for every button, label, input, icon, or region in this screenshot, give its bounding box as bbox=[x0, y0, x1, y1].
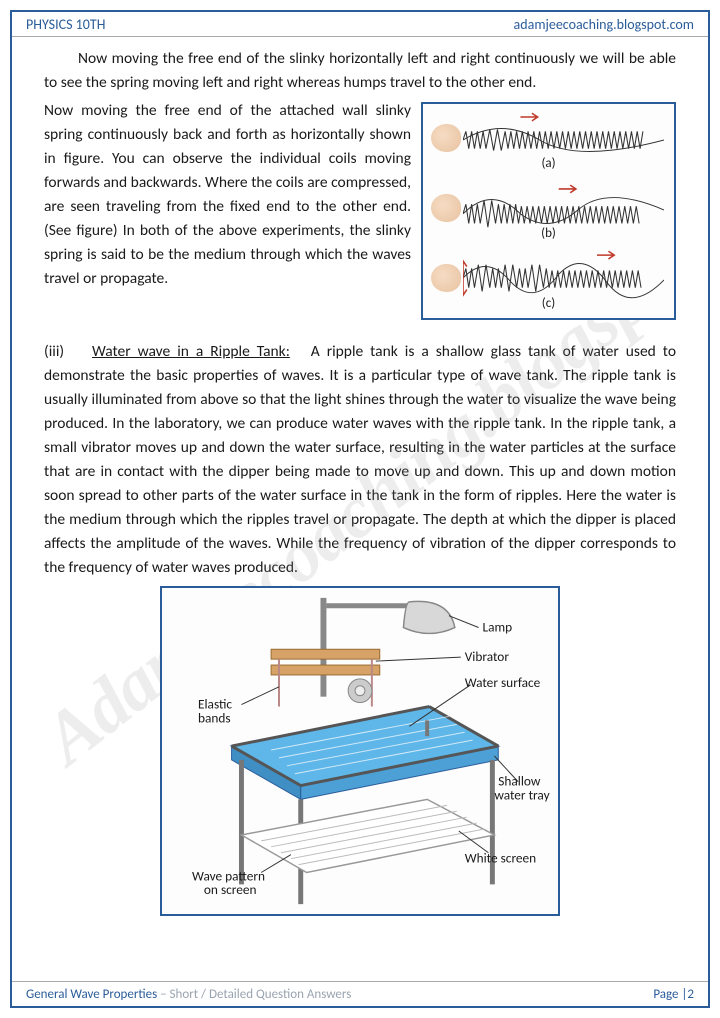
figure-slinky: (a) (b) bbox=[421, 102, 676, 320]
footer-title: General Wave Properties bbox=[26, 987, 157, 1002]
page-header: PHYSICS 10TH adamjeecoaching.blogspot.co… bbox=[12, 12, 708, 37]
page-content: Adamjeecoaching.blogspo Now moving the f… bbox=[12, 37, 708, 981]
figure-ripple-tank: Lamp Vibrator Water surface Elasticbands… bbox=[160, 586, 560, 916]
label-vibrator: Vibrator bbox=[465, 648, 510, 665]
page-footer: General Wave Properties – Short / Detail… bbox=[12, 981, 708, 1006]
label-elastic-bands: Elasticbands bbox=[198, 696, 232, 727]
slinky-label-a: (a) bbox=[541, 154, 555, 174]
label-lamp: Lamp bbox=[482, 619, 512, 636]
para-ripple: (iii) Water wave in a Ripple Tank: A rip… bbox=[44, 340, 676, 580]
footer-page: Page |2 bbox=[653, 987, 694, 1002]
coil-a bbox=[463, 108, 664, 172]
slinky-row-c: (c) bbox=[429, 248, 668, 312]
ripple-svg: Lamp Vibrator Water surface Elasticbands… bbox=[162, 588, 558, 914]
section-number: (iii) bbox=[44, 342, 64, 361]
section-title: Water wave in a Ripple Tank: bbox=[92, 342, 290, 361]
slinky-row-b: (b) bbox=[429, 178, 668, 242]
label-water-surface: Water surface bbox=[465, 674, 541, 691]
footer-left: General Wave Properties – Short / Detail… bbox=[26, 987, 351, 1002]
slinky-row-a: (a) bbox=[429, 108, 668, 172]
coil-c bbox=[463, 248, 664, 312]
para-intro: Now moving the free end of the slinky ho… bbox=[44, 47, 676, 95]
hand-icon bbox=[431, 194, 461, 222]
hand-icon bbox=[431, 264, 461, 292]
header-subject: PHYSICS 10TH bbox=[26, 16, 105, 33]
slinky-label-c: (c) bbox=[542, 294, 555, 314]
section-body: A ripple tank is a shallow glass tank of… bbox=[44, 342, 676, 577]
coil-b bbox=[463, 178, 664, 242]
header-site: adamjeecoaching.blogspot.com bbox=[514, 16, 694, 33]
hand-icon bbox=[431, 124, 461, 152]
label-wave-pattern: Wave patternon screen bbox=[192, 868, 265, 899]
label-white-screen: White screen bbox=[465, 850, 536, 867]
slinky-label-b: (b) bbox=[541, 224, 556, 244]
footer-subtitle: – Short / Detailed Question Answers bbox=[157, 987, 351, 1002]
label-shallow-tray: Shallowwater tray bbox=[494, 773, 549, 804]
page-frame: PHYSICS 10TH adamjeecoaching.blogspot.co… bbox=[10, 10, 710, 1008]
slinky-section: (a) (b) bbox=[44, 99, 676, 326]
